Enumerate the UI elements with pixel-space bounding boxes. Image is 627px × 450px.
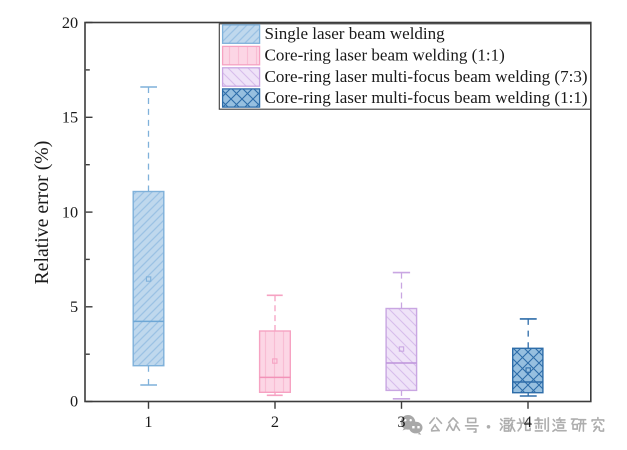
svg-text:Core-ring laser beam welding (: Core-ring laser beam welding (1:1) [265,45,505,64]
svg-text:Relative error (%): Relative error (%) [31,141,53,285]
svg-text:0: 0 [70,391,78,410]
svg-text:15: 15 [62,108,78,127]
svg-text:Single laser beam welding: Single laser beam welding [265,24,446,43]
svg-text:10: 10 [62,203,78,222]
svg-text:4: 4 [524,412,532,431]
svg-text:5: 5 [70,297,78,316]
svg-text:Core-ring laser multi-focus be: Core-ring laser multi-focus beam welding… [265,88,588,107]
svg-text:3: 3 [397,412,405,431]
svg-text:1: 1 [144,412,152,431]
svg-text:Core-ring laser multi-focus be: Core-ring laser multi-focus beam welding… [265,67,588,86]
svg-text:2: 2 [271,412,279,431]
svg-text:20: 20 [62,13,78,32]
